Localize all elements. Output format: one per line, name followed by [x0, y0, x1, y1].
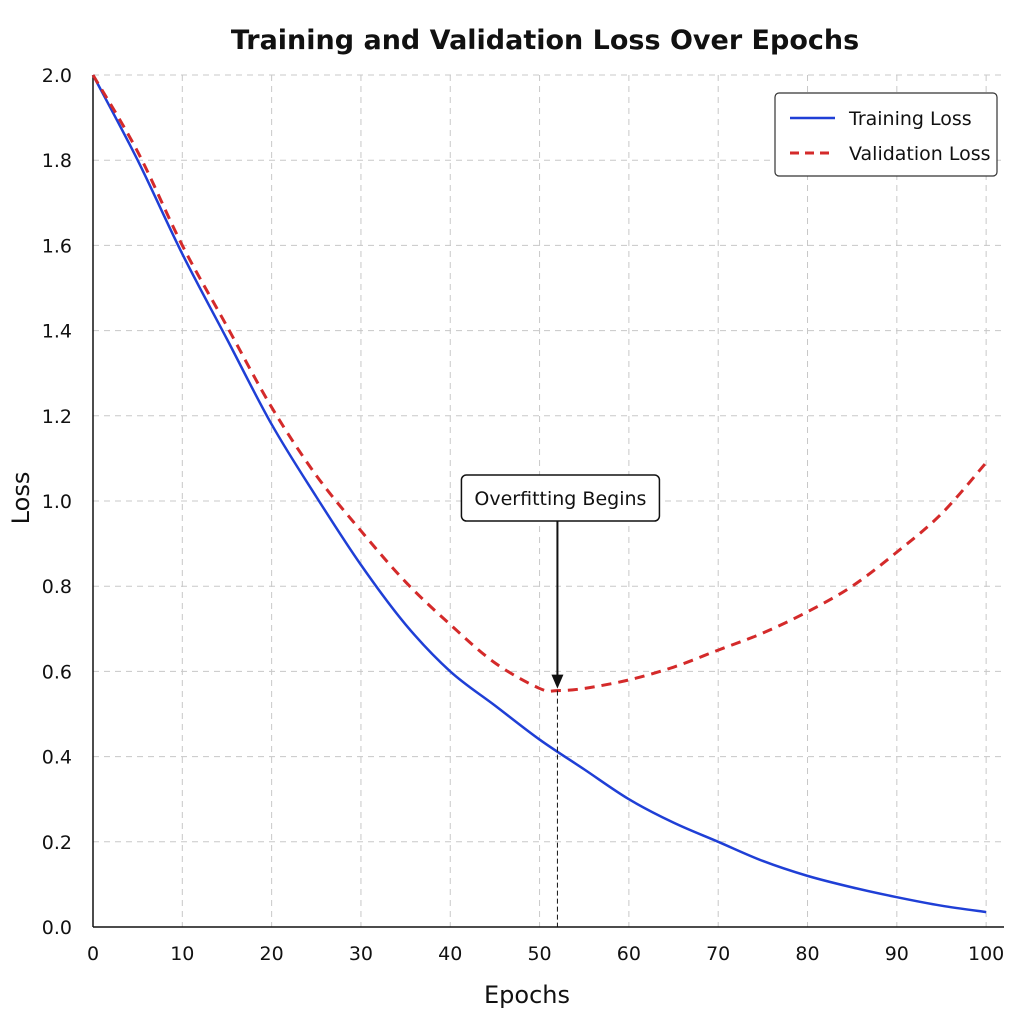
chart-title: Training and Validation Loss Over Epochs	[231, 25, 859, 56]
y-tick-label: 2.0	[42, 65, 72, 87]
y-axis-label: Loss	[7, 472, 35, 525]
x-tick-label: 0	[87, 943, 99, 965]
axes: 0 10 20 30 40 50 60 70 80 90 100 0.0 0.2 0.4 0.6 0.8 1.0…	[42, 65, 1004, 965]
x-tick-label: 60	[617, 943, 641, 965]
annotation-text: Overfitting Begins	[474, 488, 646, 510]
y-tick-label: 1.6	[42, 235, 72, 257]
legend-box	[774, 92, 998, 177]
x-axis-label: Epochs	[484, 981, 570, 1009]
x-tick-label: 40	[438, 943, 462, 965]
x-tick-label: 70	[706, 943, 730, 965]
legend-label: Validation Loss	[849, 143, 991, 165]
annotation: Overfitting Begins	[460, 474, 661, 927]
annotation-arrow-head	[551, 674, 564, 689]
y-tick-label: 1.2	[42, 406, 72, 428]
validation-loss-line	[91, 74, 988, 693]
x-tick-label: 10	[170, 943, 194, 965]
y-tick-label: 0.4	[42, 747, 72, 769]
annotation-box	[460, 474, 661, 522]
series-lines	[91, 74, 988, 914]
x-tick-label: 100	[968, 943, 1004, 965]
y-tick-label: 0.2	[42, 832, 72, 854]
legend: Training Loss Validation Loss	[774, 92, 998, 177]
y-tick-label: 1.8	[42, 150, 72, 172]
legend-label: Training Loss	[848, 108, 972, 130]
y-tick-label: 0.0	[42, 917, 72, 939]
x-tick-label: 50	[527, 943, 551, 965]
y-tick-label: 1.4	[42, 321, 72, 343]
x-tick-label: 20	[260, 943, 284, 965]
training-loss-line	[91, 74, 987, 914]
y-tick-label: 0.8	[42, 576, 72, 598]
y-tick-label: 1.0	[42, 491, 72, 513]
x-tick-label: 80	[795, 943, 819, 965]
x-tick-label: 90	[885, 943, 909, 965]
x-tick-label: 30	[349, 943, 373, 965]
grid-lines	[93, 74, 1004, 927]
y-tick-label: 0.6	[42, 661, 72, 683]
